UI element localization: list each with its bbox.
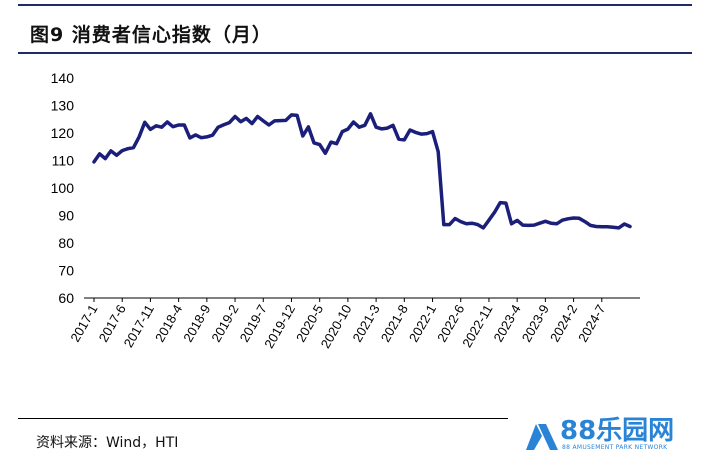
y-tick-label: 70 bbox=[58, 263, 74, 279]
y-tick-label: 130 bbox=[51, 98, 75, 114]
line-chart: 60 70 80 90 100 110 120 130 140 2017-12017-62017… bbox=[51, 70, 640, 351]
y-tick-label: 100 bbox=[51, 180, 75, 196]
bottom-rule bbox=[18, 418, 508, 419]
y-tick-label: 140 bbox=[51, 70, 75, 86]
y-tick-label: 90 bbox=[58, 208, 74, 224]
watermark-logo-icon bbox=[526, 424, 558, 450]
series-group bbox=[92, 112, 632, 230]
title-rule bbox=[18, 52, 692, 54]
source-note: 资料来源：Wind，HTI bbox=[36, 435, 179, 451]
chart-title: 图9 消费者信心指数（月） bbox=[30, 24, 272, 46]
watermark: 88乐园网 88 AMUSEMENT PARK NETWORK bbox=[520, 410, 700, 456]
y-tick-label: 80 bbox=[58, 235, 74, 251]
y-tick-label: 110 bbox=[52, 153, 75, 169]
y-axis: 60 70 80 90 100 110 120 130 140 bbox=[51, 70, 75, 306]
series-line bbox=[92, 112, 632, 230]
top-rule bbox=[18, 4, 692, 6]
y-tick-label: 120 bbox=[51, 125, 75, 141]
x-axis: 2017-12017-62017-112018-42018-92019-2201… bbox=[67, 297, 640, 351]
watermark-text: 88乐园网 bbox=[560, 416, 675, 446]
x-tick-label: 2024-7 bbox=[575, 302, 608, 345]
watermark-subtext: 88 AMUSEMENT PARK NETWORK bbox=[562, 444, 668, 451]
y-tick-label: 60 bbox=[58, 290, 74, 306]
